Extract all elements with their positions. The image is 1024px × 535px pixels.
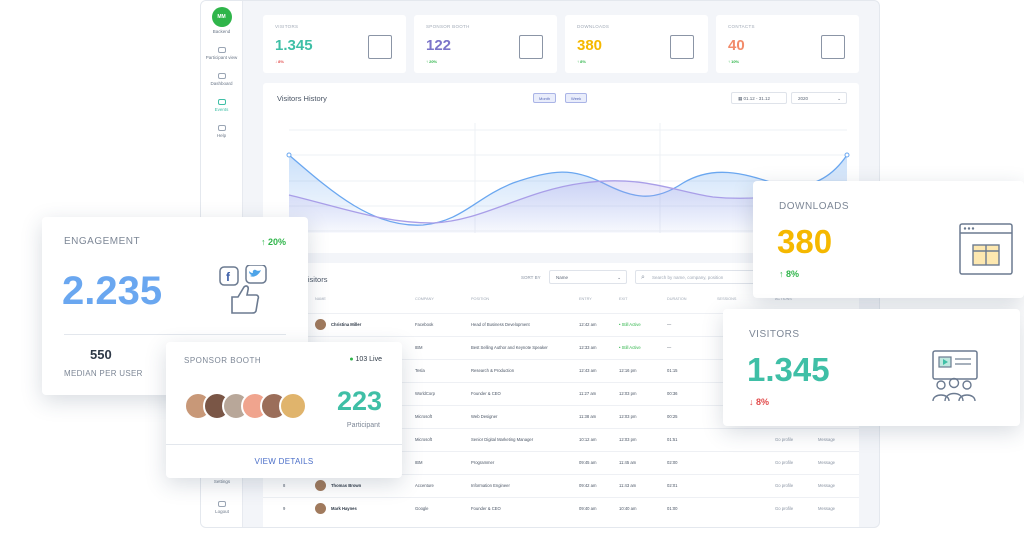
sort-by-label: SORT BY — [521, 275, 541, 280]
avatar — [315, 480, 326, 491]
engagement-value: 2.235 — [62, 269, 163, 313]
series-line-purple — [289, 180, 847, 233]
sponsor-booth-card[interactable]: Sponsor Booth ● 103 Live 223 Participant… — [166, 342, 402, 478]
stat-label: Visitors — [275, 24, 299, 29]
stat-value: 1.345 — [275, 37, 313, 54]
downloads-change: ↑ 8% — [779, 269, 800, 279]
go-profile-link[interactable]: Go profile — [775, 460, 794, 465]
participant-count: 223 — [336, 386, 382, 416]
chart-point — [286, 152, 292, 158]
stat-card-downloads[interactable]: Downloads 380 ↑ 8% — [565, 15, 708, 73]
median-value: 550 — [90, 347, 112, 362]
participant-label: Participant — [346, 422, 380, 429]
visitors-screen-icon — [368, 35, 392, 59]
stat-card-sponsor-booth[interactable]: Sponsor booth 122 ↑ 20% — [414, 15, 557, 73]
eye-icon — [217, 47, 226, 53]
view-details-link[interactable]: VIEW DETAILS — [254, 457, 314, 466]
visitors-change: ↓ 8% — [749, 397, 770, 407]
table-row[interactable]: 9 Mark Haynes Google Founder & CEO 09:40… — [263, 497, 859, 520]
help-icon — [217, 125, 226, 131]
sponsor-booth-label: Sponsor Booth — [184, 356, 262, 365]
stat-card-visitors[interactable]: Visitors 1.345 ↓ 8% — [263, 15, 406, 73]
period-month-button[interactable]: Month — [533, 93, 557, 103]
stat-card-contacts[interactable]: Contacts 40 ↑ 10% — [716, 15, 859, 73]
stat-value: 380 — [577, 37, 603, 54]
stat-label: Sponsor booth — [426, 24, 470, 29]
downloads-value: 380 — [777, 223, 833, 260]
logout-icon — [218, 501, 226, 507]
sidebar-item-participant-view[interactable]: Participant view — [201, 47, 242, 61]
stat-change: ↑ 20% — [426, 59, 438, 64]
period-week-button[interactable]: Week — [565, 93, 588, 103]
avatar — [279, 392, 307, 420]
table-row[interactable]: 8 Thomas Brown Accenture Information Eng… — [263, 474, 859, 497]
date-range-picker[interactable]: ▦ 01.12 - 31.12 — [731, 92, 787, 104]
visitors-history-chart — [286, 123, 850, 233]
stat-label: Contacts — [728, 24, 755, 29]
stat-label: Downloads — [577, 24, 610, 29]
visitors-card[interactable]: Visitors 1.345 ↓ 8% — [723, 309, 1020, 426]
sidebar-item-backend[interactable]: Backend — [212, 29, 231, 34]
visitors-label: Visitors — [749, 329, 800, 340]
live-dot-icon: ● — [349, 356, 356, 363]
message-link[interactable]: Message — [818, 483, 835, 488]
avatar — [315, 503, 326, 514]
contacts-phone-icon — [821, 35, 845, 59]
sort-by-select[interactable]: Name ⌄ — [549, 270, 627, 284]
live-status: ● 103 Live — [349, 356, 382, 363]
participant-avatars[interactable] — [184, 392, 314, 420]
chevron-down-icon: ⌄ — [617, 275, 621, 280]
download-box-icon — [959, 223, 1013, 275]
stat-change: ↑ 8% — [577, 59, 586, 64]
chevron-down-icon: ⌄ — [837, 96, 841, 101]
median-label: Median per user — [64, 369, 143, 378]
svg-text:f: f — [226, 270, 231, 284]
stat-value: 122 — [426, 37, 452, 54]
downloads-card[interactable]: Downloads 380 ↑ 8% — [753, 181, 1024, 298]
user-avatar[interactable]: MM — [211, 7, 232, 27]
message-link[interactable]: Message — [818, 460, 835, 465]
avatar — [315, 319, 326, 330]
visitors-table-title: Visitors — [303, 275, 328, 284]
year-select[interactable]: 2020 ⌄ — [791, 92, 847, 104]
booth-icon — [519, 35, 543, 59]
sidebar-item-dashboard[interactable]: Dashboard — [201, 73, 242, 87]
dashboard-icon — [217, 73, 226, 79]
series-line-purple-stroke — [288, 180, 848, 224]
stat-value: 40 — [728, 37, 745, 54]
sidebar-item-events[interactable]: Events — [201, 99, 242, 113]
chart-point — [844, 152, 850, 158]
go-profile-link[interactable]: Go profile — [775, 483, 794, 488]
divider — [166, 444, 402, 445]
go-profile-link[interactable]: Go profile — [775, 437, 794, 442]
engagement-label: Engagement — [64, 236, 141, 247]
go-profile-link[interactable]: Go profile — [775, 506, 794, 511]
message-link[interactable]: Message — [818, 506, 835, 511]
message-link[interactable]: Message — [818, 437, 835, 442]
divider — [64, 334, 286, 335]
stat-change: ↓ 8% — [275, 59, 284, 64]
downloads-label: Downloads — [779, 201, 850, 212]
sidebar-item-logout[interactable]: Logout — [201, 501, 243, 514]
visitors-value: 1.345 — [747, 351, 830, 388]
engagement-change: ↑ 20% — [260, 237, 286, 247]
download-box-icon — [670, 35, 694, 59]
table-header: # Name Company Position Entry Exit Durat… — [283, 297, 792, 301]
sidebar-item-help[interactable]: Help — [201, 125, 242, 139]
events-icon — [217, 99, 226, 105]
social-thumbs-up-icon: f — [219, 265, 267, 314]
stat-change: ↑ 10% — [728, 59, 740, 64]
calendar-icon: ▦ — [738, 96, 744, 101]
visitors-screen-icon — [932, 350, 978, 402]
visitors-history-title: Visitors History — [277, 94, 327, 103]
